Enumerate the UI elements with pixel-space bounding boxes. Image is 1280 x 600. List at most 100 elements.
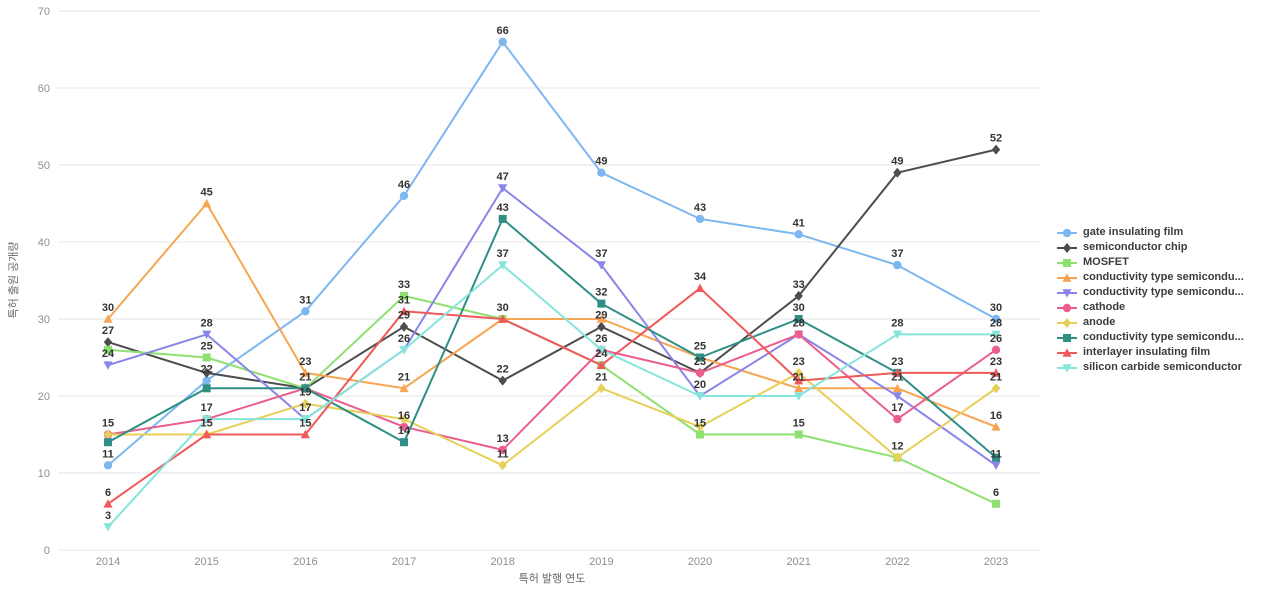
data-point-marker [300,368,310,377]
data-point-label: 15 [793,418,805,430]
data-point-marker [794,376,804,385]
data-point-marker [399,346,409,355]
y-tick-10: 10 [38,468,50,480]
legend-marker-triangle-down-icon [1056,361,1078,373]
data-point-marker [695,214,705,224]
data-point-marker [301,398,310,409]
data-point-marker [892,383,902,393]
data-point-marker [893,414,902,424]
y-tick-0: 0 [44,545,50,557]
data-point-label: 17 [299,402,311,414]
data-point-marker [893,167,902,178]
legend-marker-square-icon [1056,331,1078,343]
data-point-marker [300,415,310,424]
legend-label: conductivity type semicondu... [1083,285,1244,298]
chart-legend: gate insulating film semiconductor chip MO… [1056,224,1244,374]
data-point-marker [992,453,1001,462]
data-point-label: 30 [497,302,509,314]
data-point-label: 37 [595,248,607,260]
data-point-label: 25 [201,341,213,353]
data-point-marker [794,315,803,323]
data-point-marker [103,361,113,370]
data-point-marker [103,461,113,470]
data-point-label: 15 [201,418,213,430]
data-point-label: 30 [102,302,114,314]
data-point-label: 6 [105,487,111,499]
x-tick-2023: 2023 [984,556,1008,568]
legend-label: interlayer insulating film [1083,345,1211,358]
data-point-marker [597,383,606,394]
legend-item-0[interactable]: gate insulating film [1056,224,1244,239]
x-tick-2015: 2015 [194,556,218,568]
data-point-label: 6 [993,487,999,499]
data-point-label: 27 [102,325,114,337]
data-point-marker [596,261,606,270]
data-point-marker [399,191,409,200]
data-point-label: 13 [497,433,509,445]
series-line-1 [107,148,998,390]
series-line-5 [107,333,998,451]
x-tick-2018: 2018 [490,556,514,568]
legend-marker-glyph [1062,242,1072,253]
data-point-label: 15 [299,418,311,430]
y-tick-60: 60 [38,83,50,95]
legend-label: anode [1083,315,1116,328]
legend-item-3[interactable]: conductivity type semicondu... [1056,269,1244,284]
data-point-marker [596,314,606,323]
legend-item-9[interactable]: silicon carbide semiconductor [1056,359,1244,374]
data-point-marker [400,291,409,300]
data-point-marker [794,392,804,401]
y-tick-70: 70 [38,6,50,18]
data-point-label: 47 [497,171,509,183]
data-point-marker [301,307,310,316]
data-point-label: 15 [694,418,706,430]
data-point-marker [991,422,1001,431]
data-point-label: 29 [595,310,607,322]
legend-item-1[interactable]: semiconductor chip [1056,239,1244,254]
data-point-label: 28 [793,317,805,329]
x-tick-2022: 2022 [885,556,909,568]
data-point-label: 17 [891,402,903,414]
legend-item-7[interactable]: conductivity type semicondu... [1056,329,1244,344]
legend-marker-glyph [1062,303,1072,312]
data-point-marker [498,261,508,270]
data-point-marker [597,168,606,177]
data-point-marker [498,314,508,323]
data-point-marker [202,367,211,378]
x-tick-2019: 2019 [589,556,613,568]
data-point-marker [202,429,212,439]
legend-item-5[interactable]: cathode [1056,299,1244,314]
data-point-marker [597,321,606,332]
data-point-label: 21 [299,371,311,383]
legend-marker-glyph [1062,272,1072,282]
data-point-marker [991,314,1001,324]
data-point-marker [202,384,211,393]
series-7 [104,214,1001,462]
legend-marker-diamond-icon [1056,241,1078,253]
data-point-marker [399,422,409,431]
data-point-marker [498,37,507,46]
data-point-label: 30 [990,302,1002,314]
data-point-label: 43 [497,202,509,214]
x-axis-title: 특허 발행 연도 [519,572,586,585]
data-point-label: 33 [793,279,805,291]
data-point-marker [498,375,507,386]
legend-marker-glyph [1063,258,1071,267]
legend-item-4[interactable]: conductivity type semicondu... [1056,284,1244,299]
data-point-label: 16 [990,410,1002,422]
legend-marker-square-icon [1056,256,1078,268]
data-point-label: 23 [891,356,903,368]
data-point-label: 21 [595,371,607,383]
data-point-label: 21 [990,371,1002,383]
series-line-7 [107,217,998,459]
series-line-8 [107,287,998,505]
data-point-label: 26 [595,333,607,345]
data-point-label: 12 [891,441,903,453]
legend-item-6[interactable]: anode [1056,314,1244,329]
legend-marker-glyph [1063,333,1071,342]
data-point-marker [991,330,1001,339]
legend-item-2[interactable]: MOSFET [1056,254,1244,269]
data-point-label: 33 [398,279,410,291]
legend-item-8[interactable]: interlayer insulating film [1056,344,1244,359]
data-point-marker [301,384,310,393]
